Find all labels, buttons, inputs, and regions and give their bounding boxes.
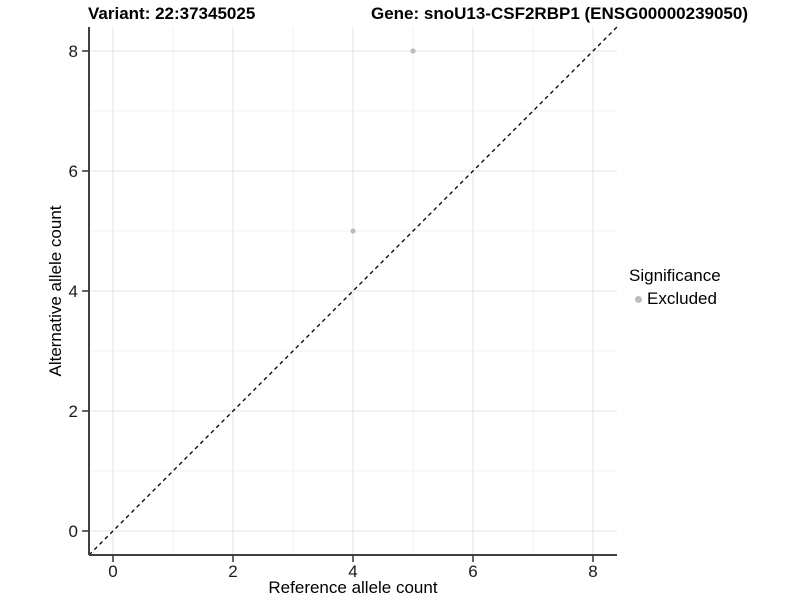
y-tick-label: 2 <box>69 402 78 421</box>
legend: Significance Excluded <box>629 266 721 309</box>
y-tick-label: 4 <box>69 282 78 301</box>
plot-title-variant: Variant: 22:37345025 <box>88 4 256 23</box>
data-point <box>410 48 416 54</box>
legend-title: Significance <box>629 266 721 285</box>
legend-item-label: Excluded <box>647 289 717 308</box>
x-tick-label: 0 <box>108 562 117 581</box>
y-axis-title: Alternative allele count <box>46 205 65 377</box>
plot-title-gene: Gene: snoU13-CSF2RBP1 (ENSG00000239050) <box>371 4 748 23</box>
legend-item: Excluded <box>629 289 721 309</box>
data-point <box>350 228 356 234</box>
excluded-point-icon <box>635 295 642 303</box>
x-tick-label: 2 <box>228 562 237 581</box>
x-tick-label: 6 <box>468 562 477 581</box>
y-tick-label: 8 <box>69 42 78 61</box>
x-axis-title: Reference allele count <box>268 578 438 597</box>
y-tick-label: 6 <box>69 162 78 181</box>
x-tick-label: 8 <box>588 562 597 581</box>
x-tick-label: 4 <box>348 562 357 581</box>
y-tick-label: 0 <box>69 522 78 541</box>
